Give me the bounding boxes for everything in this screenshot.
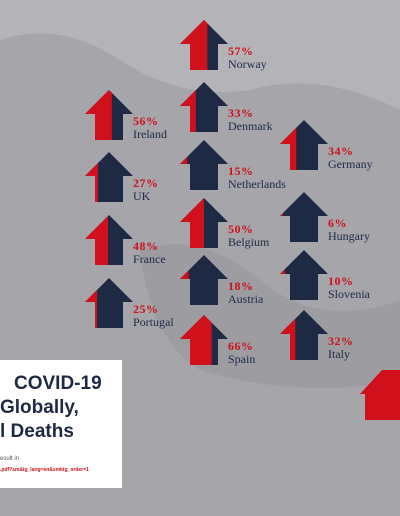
country-label: Norway <box>228 57 267 71</box>
value-label: 18% <box>228 279 254 293</box>
panel-title: l Deaths <box>0 421 74 442</box>
arrow-base <box>280 192 328 242</box>
country-label: Hungary <box>328 229 370 243</box>
info-panel <box>0 360 122 488</box>
country-label: Germany <box>328 157 373 171</box>
value-label: 15% <box>228 164 254 178</box>
panel-title: Globally, <box>0 397 79 418</box>
panel-link[interactable]: .pdf?sm&ig_lang=en&smktg_order=1 <box>0 467 89 473</box>
country-label: Slovenia <box>328 287 371 301</box>
country-label: France <box>133 252 166 266</box>
country-label: Belgium <box>228 235 270 249</box>
panel-title: COVID-19 <box>14 373 102 394</box>
value-label: 66% <box>228 339 254 353</box>
country-label: Denmark <box>228 119 273 133</box>
value-label: 57% <box>228 44 254 58</box>
value-label: 48% <box>133 239 159 253</box>
partial-arrow <box>360 370 400 420</box>
country-label: Austria <box>228 292 264 306</box>
country-label: Netherlands <box>228 177 286 191</box>
value-label: 25% <box>133 302 159 316</box>
country-label: Ireland <box>133 127 167 141</box>
value-label: 56% <box>133 114 159 128</box>
value-label: 6% <box>328 216 347 230</box>
panel-note: esult in <box>0 456 19 462</box>
value-label: 27% <box>133 176 159 190</box>
value-label: 33% <box>228 106 254 120</box>
country-label: Italy <box>328 347 350 361</box>
arrow-base <box>280 250 328 300</box>
country-label: Spain <box>228 352 255 366</box>
country-label: Portugal <box>133 315 174 329</box>
value-label: 34% <box>328 144 354 158</box>
arrow-base <box>180 255 228 305</box>
arrow-base <box>180 140 228 190</box>
country-label: UK <box>133 189 151 203</box>
value-label: 50% <box>228 222 254 236</box>
value-label: 32% <box>328 334 354 348</box>
value-label: 10% <box>328 274 354 288</box>
